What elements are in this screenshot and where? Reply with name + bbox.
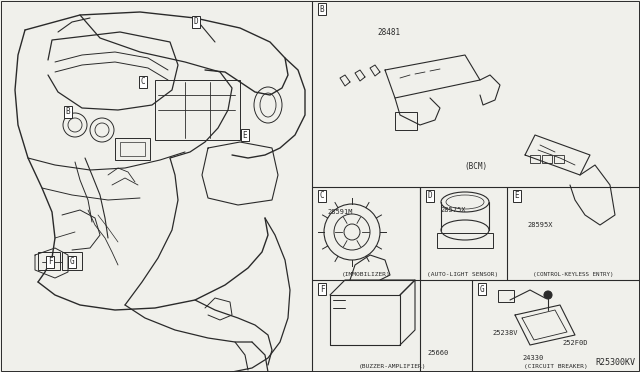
Text: D: D	[428, 192, 432, 201]
Text: G: G	[480, 285, 484, 294]
Text: R25300KV: R25300KV	[595, 358, 635, 367]
Text: E: E	[243, 131, 247, 140]
Text: D: D	[194, 17, 198, 26]
Text: (CONTROL-KEYLESS ENTRY): (CONTROL-KEYLESS ENTRY)	[532, 272, 613, 277]
Text: E: E	[515, 192, 519, 201]
Bar	[542, 155, 552, 163]
Bar	[395, 112, 417, 130]
Bar	[155, 80, 240, 140]
Text: (BUZZER-AMPLIFIER): (BUZZER-AMPLIFIER)	[358, 364, 426, 369]
Bar	[530, 155, 540, 163]
Text: F: F	[48, 257, 52, 266]
Text: 28575X: 28575X	[440, 207, 465, 213]
Bar	[437, 233, 493, 248]
Text: F: F	[320, 285, 324, 294]
Text: 252F0D: 252F0D	[562, 340, 588, 346]
Text: 28595X: 28595X	[527, 222, 552, 228]
Text: B: B	[320, 4, 324, 13]
Text: 28481: 28481	[377, 28, 400, 37]
Text: (IMMOBILIZER): (IMMOBILIZER)	[342, 272, 390, 277]
Text: 25238V: 25238V	[492, 330, 518, 336]
Text: (BCM): (BCM)	[465, 162, 488, 171]
Bar	[38, 252, 60, 270]
Text: 28591M: 28591M	[327, 209, 353, 215]
Text: C: C	[320, 192, 324, 201]
Text: C: C	[141, 77, 145, 87]
Text: 25660: 25660	[427, 350, 448, 356]
Text: B: B	[66, 108, 70, 116]
Text: G: G	[70, 257, 74, 266]
Bar	[115, 138, 150, 160]
Bar	[120, 142, 145, 156]
Bar	[498, 290, 514, 302]
Bar	[62, 252, 82, 270]
Circle shape	[544, 291, 552, 299]
Text: (CIRCUIT BREAKER): (CIRCUIT BREAKER)	[524, 364, 588, 369]
Bar	[554, 155, 564, 163]
Text: (AUTO-LIGHT SENSOR): (AUTO-LIGHT SENSOR)	[428, 272, 499, 277]
Text: 24330: 24330	[522, 355, 543, 361]
